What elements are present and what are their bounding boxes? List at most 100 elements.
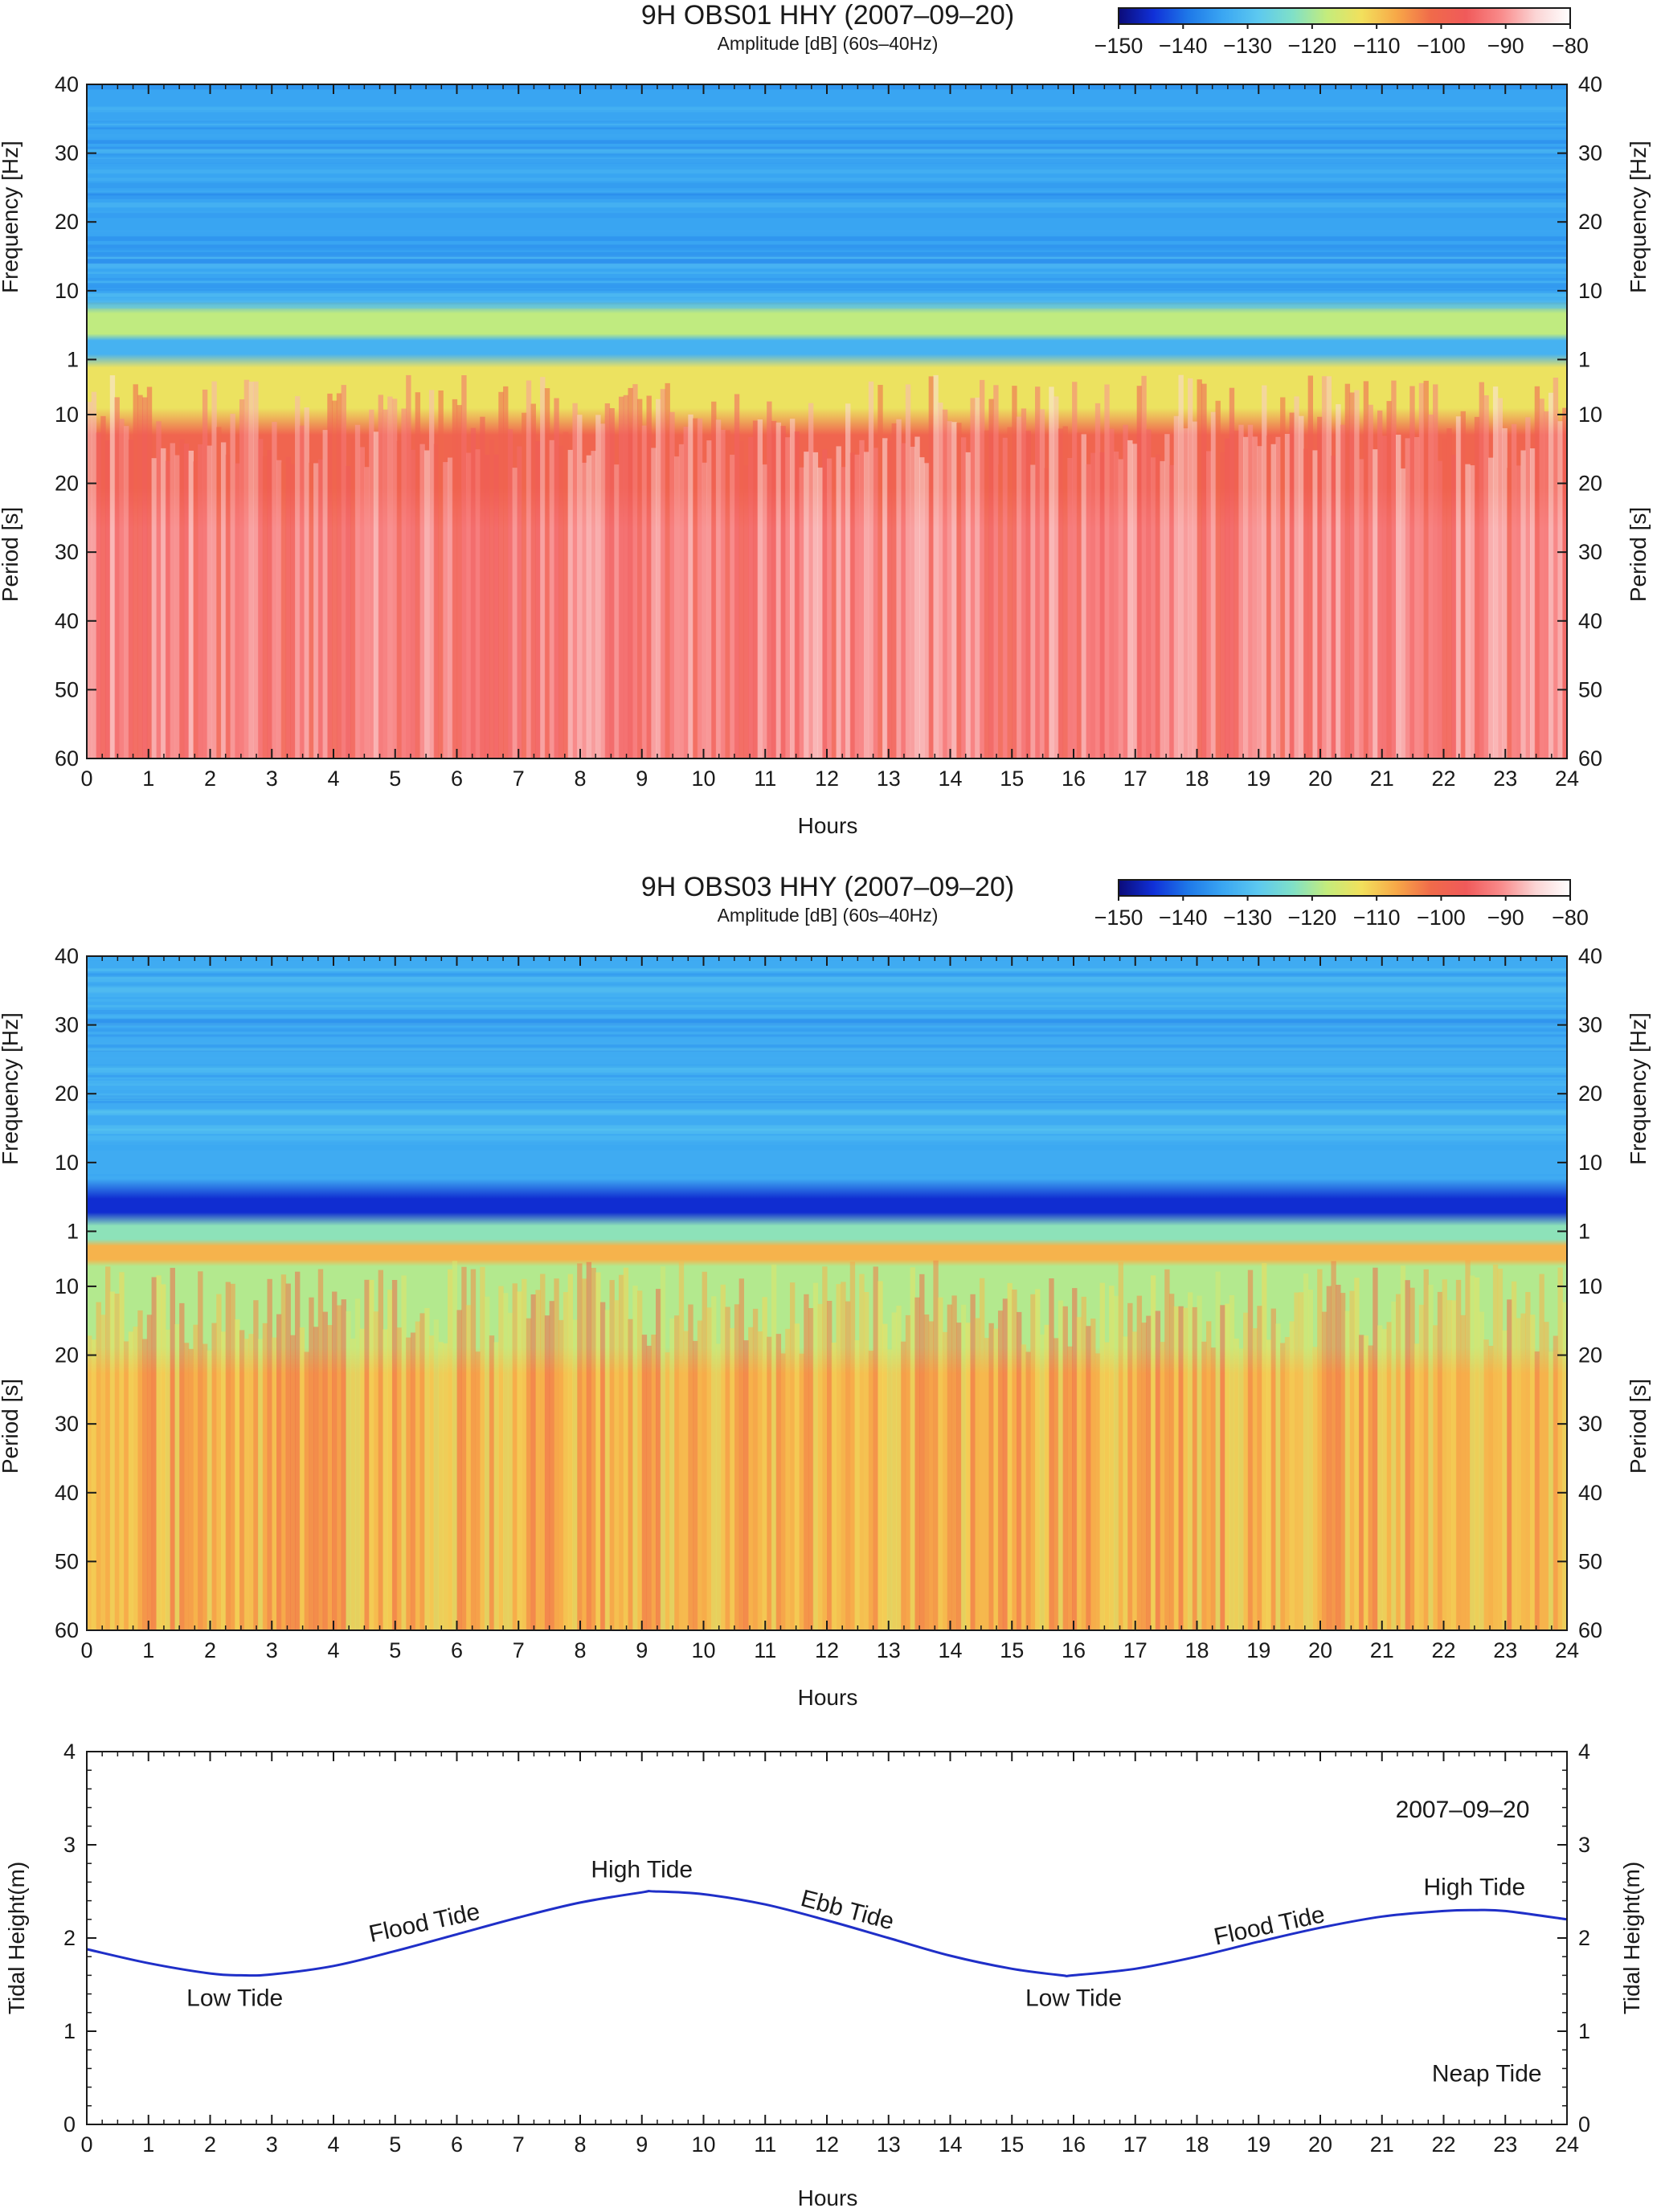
obs01-texture-streak <box>243 379 250 758</box>
tide-annotation: Neap Tide <box>1432 2061 1542 2087</box>
obs03-texture-band <box>87 973 1567 977</box>
obs01-texture-streak <box>581 462 587 758</box>
obs01-texture-streak <box>253 381 259 758</box>
tide-x-axis-label: Hours <box>798 2185 858 2210</box>
obs03-period-tick-label-left: 50 <box>55 1549 79 1573</box>
obs03-texture-streak <box>1155 1310 1161 1630</box>
obs03-texture-streak <box>581 1278 587 1630</box>
obs01-texture-streak <box>1474 416 1480 758</box>
obs01-texture-streak <box>951 422 957 758</box>
obs01-texture-streak <box>715 419 722 758</box>
obs03-texture-streak <box>1460 1315 1466 1630</box>
obs03-texture-streak <box>183 1343 190 1630</box>
obs01-texture-streak <box>522 412 527 758</box>
obs03-center-tick-label-left: 1 <box>67 1219 79 1243</box>
obs03-texture-streak <box>91 1339 97 1630</box>
obs03-texture-streak <box>105 1266 111 1630</box>
obs01-title: 9H OBS01 HHY (2007‒09‒20) <box>641 0 1014 31</box>
obs03-texture-streak <box>1349 1290 1355 1630</box>
obs03-texture-streak <box>767 1336 772 1630</box>
obs01-frequency-tick-label-left: 40 <box>55 72 79 96</box>
obs03-texture-streak <box>923 1315 930 1630</box>
obs01-texture-streak <box>901 443 906 758</box>
obs01-x-tick-label: 3 <box>266 767 278 791</box>
obs03-texture-streak <box>878 1281 883 1630</box>
obs03-texture-streak <box>757 1331 763 1630</box>
obs01-texture-streak <box>1007 427 1013 758</box>
obs03-texture-streak <box>1035 1289 1041 1630</box>
obs03-texture-band <box>87 1003 1567 1008</box>
obs03-texture-band <box>87 1074 1567 1077</box>
obs01-texture-streak <box>1358 459 1364 758</box>
obs03-texture-streak <box>660 1266 666 1630</box>
tide-y-tick-label-right: 2 <box>1578 1926 1590 1950</box>
obs01-texture-streak <box>1544 411 1549 758</box>
obs03-texture-streak <box>563 1292 569 1630</box>
obs01-texture-streak <box>960 437 967 758</box>
obs03-texture-streak <box>817 1303 823 1630</box>
obs01-texture-band <box>87 119 1567 122</box>
obs03-texture-streak <box>628 1319 633 1630</box>
tide-y-axis-label-right: Tidal Height(m) <box>1619 1862 1644 2014</box>
obs01-x-tick-label: 10 <box>691 767 715 791</box>
tide-x-tick-label: 15 <box>1000 2132 1024 2157</box>
obs01-texture-streak <box>586 455 592 758</box>
obs03-texture-streak <box>267 1278 272 1630</box>
obs03-texture-streak <box>133 1327 138 1630</box>
tide-annotation: Low Tide <box>1025 1985 1122 2012</box>
obs03-texture-streak <box>873 1266 878 1630</box>
obs03-frequency-tick-label-left: 20 <box>55 1081 79 1106</box>
obs01-texture-streak <box>1173 415 1180 758</box>
obs01-texture-band <box>87 297 1567 303</box>
obs01-texture-streak <box>109 375 116 758</box>
obs03-texture-streak <box>1465 1260 1471 1630</box>
obs01-texture-streak <box>1479 382 1484 758</box>
obs03-frequency-tick-label-left: 10 <box>55 1151 79 1175</box>
obs01-colorbar <box>1118 7 1571 25</box>
obs01-texture-streak <box>1344 383 1351 758</box>
obs03-x-tick-label: 22 <box>1431 1638 1455 1662</box>
obs03-period-tick-label-left: 30 <box>55 1412 79 1436</box>
obs03-texture-band <box>87 1064 1567 1068</box>
obs01-texture-streak <box>262 456 268 758</box>
obs01-texture-streak <box>526 380 532 758</box>
obs03-texture-streak <box>396 1327 403 1630</box>
obs01-texture-streak <box>507 429 513 758</box>
obs03-texture-streak <box>1437 1291 1443 1630</box>
obs01-texture-streak <box>1257 446 1262 758</box>
obs01-texture-streak <box>401 408 407 758</box>
obs03-texture-streak <box>313 1327 319 1630</box>
obs01-texture-streak <box>1470 465 1475 758</box>
obs01-texture-streak <box>1553 378 1559 758</box>
obs01-x-tick-label: 22 <box>1431 767 1455 791</box>
obs01-texture-streak <box>1326 376 1332 758</box>
obs03-texture-streak <box>549 1301 554 1630</box>
obs03-texture-band <box>87 1097 1567 1101</box>
obs01-texture-streak <box>748 437 754 758</box>
obs03-texture-streak <box>1368 1345 1373 1630</box>
obs01-colorbar-tick-label: −90 <box>1487 34 1524 58</box>
obs03-x-tick-label: 4 <box>327 1638 339 1662</box>
obs01-texture-streak <box>207 445 213 758</box>
obs01-texture-streak <box>1192 421 1198 758</box>
obs03-x-tick-label: 11 <box>754 1638 776 1662</box>
obs03-texture-streak <box>304 1351 309 1630</box>
obs03-texture-streak <box>1252 1328 1258 1630</box>
obs03-texture-streak <box>1470 1275 1475 1630</box>
obs01-texture-streak <box>665 382 670 758</box>
obs01-texture-streak <box>1373 449 1378 758</box>
obs03-texture-streak <box>1400 1265 1406 1630</box>
obs03-texture-streak <box>1206 1321 1212 1630</box>
obs03-texture-streak <box>1433 1325 1438 1630</box>
obs01-texture-streak <box>757 419 763 758</box>
obs01-texture-streak <box>142 397 148 758</box>
obs01-texture-streak <box>942 409 948 758</box>
obs01-texture-streak <box>359 447 365 758</box>
obs01-texture-streak <box>549 440 554 758</box>
obs01-texture-streak <box>656 399 661 758</box>
obs01-texture-streak <box>1516 465 1522 758</box>
obs01-texture-streak <box>993 385 999 758</box>
tide-x-tick-label: 3 <box>266 2132 278 2157</box>
obs03-texture-streak <box>1017 1311 1022 1630</box>
obs01-texture-band <box>87 146 1567 149</box>
